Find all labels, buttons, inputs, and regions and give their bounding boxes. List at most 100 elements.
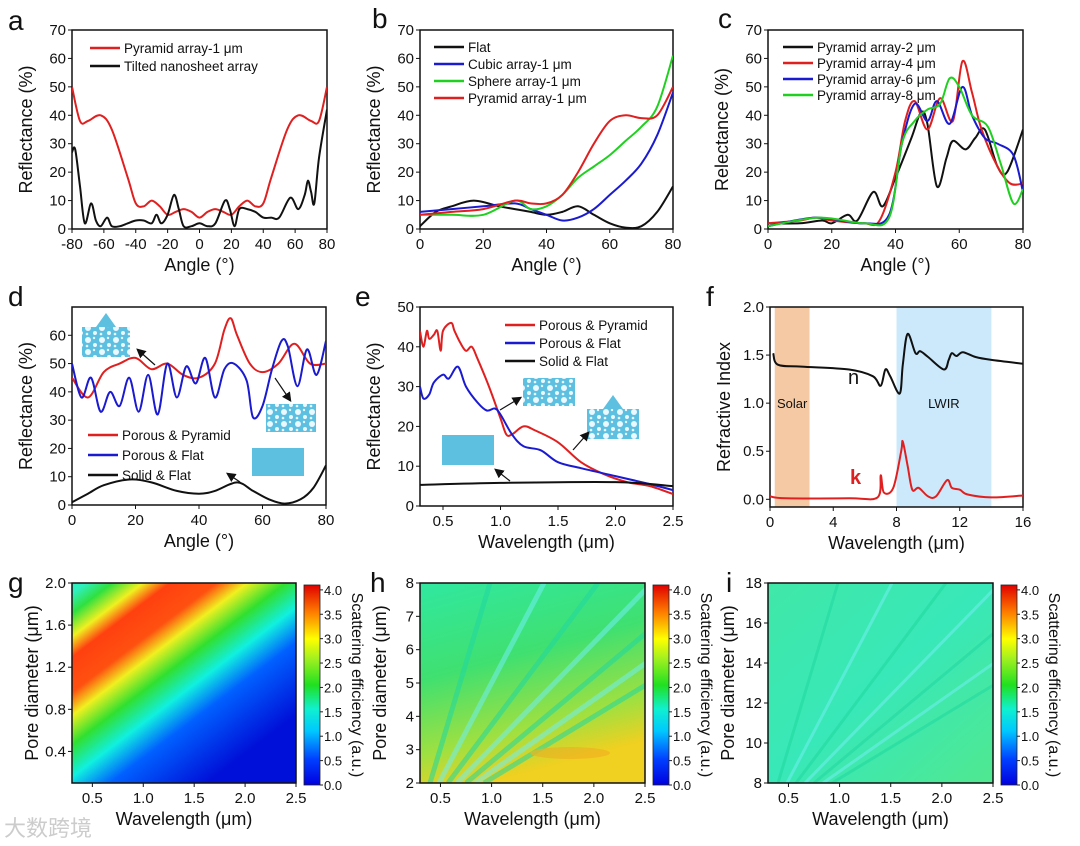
streak	[803, 588, 993, 783]
x-tick-label: -80	[61, 236, 83, 253]
x-tick-label: 2.0	[605, 513, 626, 530]
heatmap	[72, 583, 296, 783]
y-tick-label: 10	[397, 458, 414, 475]
streak	[446, 583, 600, 783]
colorbar-tick-label: 2.5	[673, 656, 691, 671]
y-tick-label: 0	[406, 221, 414, 238]
legend-label: Pyramid array-1 μm	[468, 91, 587, 106]
band-lwir	[896, 307, 992, 507]
colorbar-label: Scattering efficiency (a.u.)	[697, 593, 714, 778]
y-axis-label: Relectance (%)	[712, 68, 732, 191]
series-group	[420, 55, 673, 229]
colorbar-tick-label: 2.0	[1021, 680, 1039, 695]
legend-label: Cubic array-1 μm	[468, 57, 572, 72]
x-axis-label: Angle (°)	[860, 255, 930, 275]
colorbar-tick-label: 1.5	[1021, 705, 1039, 720]
series-line-porous-pyramid	[72, 317, 326, 399]
series-line-porous-flat	[420, 365, 673, 492]
colorbar-label: Scattering efficiency (a.u.)	[348, 593, 365, 778]
x-tick-label: 2.0	[583, 790, 604, 807]
streak	[813, 631, 993, 783]
panel-d: d 0 20 40 60 80 0 10 20 30 40 50 60 Angle (°) Reflecta…	[8, 281, 334, 551]
legend-label: Pyramid array-8 μm	[817, 88, 936, 103]
y-tick-label: 10	[49, 469, 66, 486]
series-label-n: n	[848, 367, 859, 389]
porous-block	[82, 327, 130, 357]
inset-porous-flat	[266, 404, 316, 432]
y-axis-label: Pore diameter (μm)	[22, 605, 42, 760]
y-tick-label: 30	[49, 136, 66, 153]
x-tick-label: 12	[951, 514, 968, 531]
colorbar-tick-label: 3.5	[324, 607, 342, 622]
legend-label: Solid & Flat	[122, 468, 191, 483]
colorbar	[303, 584, 321, 786]
colorbar-tick-label: 2.5	[324, 656, 342, 671]
panel-i: i 0.0 0.5 1.0 1.5 2.0 2.5 3.0 3.5 4.0 Scattering e…	[718, 567, 1062, 829]
series-line-pyramid-array-4-m	[768, 59, 1023, 227]
x-tick-label: 0	[416, 236, 424, 253]
colorbar-tick-label: 1.0	[673, 729, 691, 744]
colorbar-tick-label: 3.0	[673, 632, 691, 647]
y-tick-label: 50	[397, 299, 414, 316]
x-tick-label: 2.5	[635, 790, 656, 807]
y-tick-label: 20	[745, 164, 762, 181]
series-group	[768, 59, 1023, 228]
x-tick-label: 80	[665, 236, 682, 253]
legend-label: Pyramid array-2 μm	[817, 40, 936, 55]
x-tick-label: 60	[601, 236, 618, 253]
colorbar-tick-label: 3.5	[673, 607, 691, 622]
inset-solid-e	[442, 435, 494, 465]
x-axis-label: Wavelength (μm)	[116, 809, 253, 829]
y-tick-label: 1.0	[743, 395, 764, 412]
legend-label: Flat	[468, 40, 491, 55]
colorbar-tick-label: 4.0	[1021, 583, 1039, 598]
x-tick-label: 20	[223, 236, 240, 253]
inset-porous-pyramid	[82, 313, 130, 357]
x-tick-label: 1.0	[133, 790, 154, 807]
y-tick-label: 1.5	[743, 347, 764, 364]
series-label-k: k	[850, 467, 862, 489]
colorbar	[652, 584, 670, 786]
legend-label: Porous & Flat	[122, 448, 204, 463]
x-axis-label: Angle (°)	[164, 531, 234, 551]
panel-letter: c	[718, 3, 732, 34]
series-group	[770, 332, 1023, 501]
series-line-n	[772, 332, 1023, 395]
colorbar-tick-label: 0.0	[1021, 778, 1039, 793]
annotation-arrow	[226, 472, 241, 483]
annotation-arrow	[572, 431, 590, 451]
y-tick-label: 20	[397, 164, 414, 181]
plot-frame	[767, 582, 994, 784]
y-tick-label: 16	[745, 615, 762, 632]
y-tick-label: 5	[406, 675, 414, 692]
hotspot	[530, 747, 610, 759]
colorbar-tick-label: 0.5	[1021, 754, 1039, 769]
y-tick-label: 20	[49, 164, 66, 181]
streak	[794, 583, 948, 783]
x-tick-label: 1.5	[184, 790, 205, 807]
legend-label: Pyramid array-1 μm	[124, 41, 243, 56]
panel-letter: d	[8, 281, 24, 312]
annotation-arrow	[274, 377, 292, 402]
x-tick-label: 2.0	[235, 790, 256, 807]
y-tick-label: 30	[397, 136, 414, 153]
streak	[831, 683, 993, 783]
watermark: 大数跨境	[4, 816, 92, 841]
x-axis-label: Angle (°)	[164, 255, 234, 275]
series-group	[420, 321, 673, 496]
y-tick-label: 2	[406, 775, 414, 792]
x-tick-label: -20	[157, 236, 179, 253]
y-tick-label: 50	[49, 356, 66, 373]
series-line-porous-pyramid	[420, 321, 673, 496]
x-tick-label: 40	[255, 236, 272, 253]
x-tick-label: 40	[191, 512, 208, 529]
inset-porous-flat-e	[523, 378, 575, 406]
series-group	[72, 86, 327, 229]
colorbar-tick-label: 4.0	[324, 583, 342, 598]
series-line-pyramid-array-2-m	[768, 110, 1023, 225]
x-tick-label: 0	[68, 512, 76, 529]
panel-e: e 0.5 1.0 1.5 2.0 2.5 0 10 20 30 40 50 Wavelength (μ…	[355, 281, 683, 552]
y-tick-label: 0	[58, 497, 66, 514]
x-tick-label: 2.0	[931, 790, 952, 807]
panel-letter: f	[706, 281, 714, 312]
